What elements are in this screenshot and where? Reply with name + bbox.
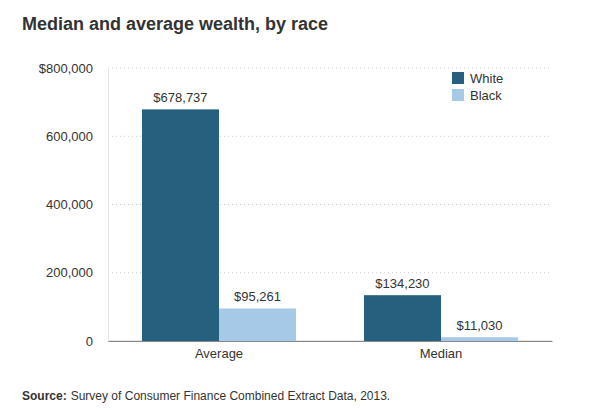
chart: Median and average wealth, by race 0 200,0…: [0, 0, 593, 410]
source: Source: Survey of Consumer Finance Combin…: [22, 389, 390, 403]
legend-item: White: [452, 71, 503, 86]
x-tick-label: Average: [195, 346, 243, 361]
x-tick-label: Median: [420, 346, 463, 361]
bar: [441, 337, 518, 341]
grid: [108, 68, 552, 341]
y-tick: 600,000: [46, 129, 108, 144]
legend-swatch: [452, 72, 464, 84]
y-tick-label: 200,000: [46, 265, 93, 280]
y-tick: 200,000: [46, 265, 108, 280]
y-tick: 400,000: [46, 197, 108, 212]
source-text: Survey of Consumer Finance Combined Extr…: [71, 389, 391, 403]
legend: White Black: [452, 71, 503, 103]
y-tick: $800,000: [39, 61, 108, 76]
x-tick: Average: [195, 341, 243, 361]
y-tick-label: 0: [86, 334, 93, 349]
x-axis: Average Median: [109, 341, 553, 361]
y-tick: 0: [86, 334, 108, 349]
data-label: $134,230: [375, 276, 429, 291]
source-label: Source:: [22, 389, 67, 403]
data-label: $95,261: [234, 289, 281, 304]
legend-item: Black: [452, 88, 502, 103]
data-label: $11,030: [457, 318, 503, 333]
x-axis-line: [109, 341, 553, 342]
bar: [364, 295, 441, 341]
data-label: $678,737: [153, 90, 207, 105]
legend-label: Black: [470, 88, 502, 103]
bars: [142, 109, 518, 341]
bar: [219, 308, 296, 341]
data-labels: $678,737 $134,230 $95,261 $11,030: [153, 90, 502, 333]
legend-label: White: [470, 71, 503, 86]
y-tick-label: 600,000: [46, 129, 93, 144]
title: Median and average wealth, by race: [22, 14, 328, 34]
y-axis: 0 200,000 400,000 600,000 $800,000: [39, 61, 109, 349]
y-axis-line: [108, 69, 109, 342]
grid-line: [108, 68, 552, 69]
x-tick: Median: [420, 341, 463, 361]
bar: [142, 109, 219, 341]
legend-swatch: [452, 89, 464, 101]
y-tick-label: $800,000: [39, 61, 93, 76]
y-tick-label: 400,000: [46, 197, 93, 212]
